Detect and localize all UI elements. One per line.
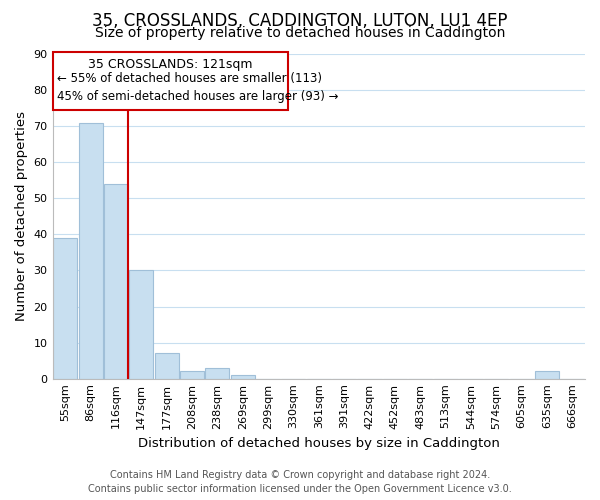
Bar <box>53 238 77 378</box>
X-axis label: Distribution of detached houses by size in Caddington: Distribution of detached houses by size … <box>138 437 500 450</box>
Bar <box>104 184 128 378</box>
Y-axis label: Number of detached properties: Number of detached properties <box>15 112 28 322</box>
Bar <box>129 270 154 378</box>
Text: 35, CROSSLANDS, CADDINGTON, LUTON, LU1 4EP: 35, CROSSLANDS, CADDINGTON, LUTON, LU1 4… <box>92 12 508 30</box>
Bar <box>205 368 229 378</box>
FancyBboxPatch shape <box>53 52 289 110</box>
Bar <box>79 122 103 378</box>
Text: Size of property relative to detached houses in Caddington: Size of property relative to detached ho… <box>95 26 505 40</box>
Text: ← 55% of detached houses are smaller (113): ← 55% of detached houses are smaller (11… <box>57 72 322 85</box>
Bar <box>155 354 179 378</box>
Bar <box>535 372 559 378</box>
Text: Contains HM Land Registry data © Crown copyright and database right 2024.
Contai: Contains HM Land Registry data © Crown c… <box>88 470 512 494</box>
Bar <box>230 375 255 378</box>
Bar <box>180 372 204 378</box>
Text: 35 CROSSLANDS: 121sqm: 35 CROSSLANDS: 121sqm <box>88 58 253 70</box>
Text: 45% of semi-detached houses are larger (93) →: 45% of semi-detached houses are larger (… <box>57 90 338 103</box>
